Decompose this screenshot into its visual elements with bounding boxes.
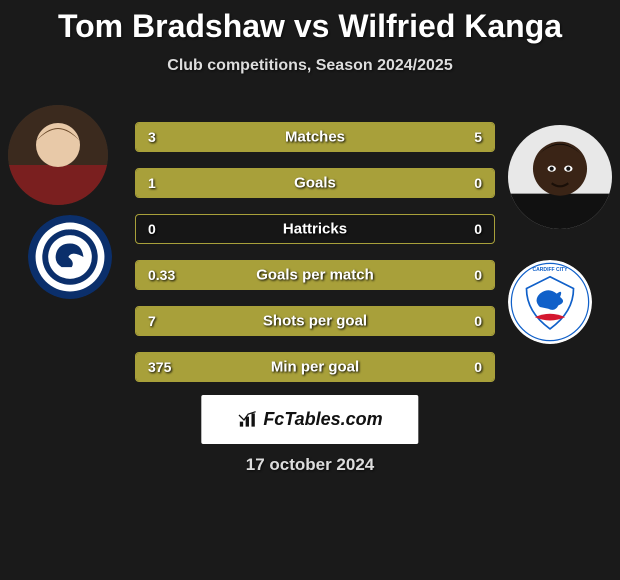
svg-text:MILLWALL: MILLWALL xyxy=(55,225,85,231)
svg-text:CARDIFF CITY: CARDIFF CITY xyxy=(533,267,569,273)
stat-value-left: 375 xyxy=(148,359,171,375)
stat-value-left: 3 xyxy=(148,129,156,145)
stat-value-left: 7 xyxy=(148,313,156,329)
stat-label: Hattricks xyxy=(136,221,494,238)
stat-value-right: 0 xyxy=(474,175,482,191)
club-badge-left: MILLWALL 1885 xyxy=(28,215,112,299)
player-left-photo xyxy=(8,105,108,205)
footer-brand: FcTables.com xyxy=(201,395,418,444)
stat-row: Min per goal375 0 xyxy=(135,352,495,382)
club-badge-right: CARDIFF CITY xyxy=(508,260,592,344)
svg-text:1885: 1885 xyxy=(63,286,77,292)
stat-label: Matches xyxy=(136,129,494,146)
page-title: Tom Bradshaw vs Wilfried Kanga xyxy=(0,0,620,45)
footer-brand-text: FcTables.com xyxy=(263,409,382,430)
stat-row: Shots per goal7 0 xyxy=(135,306,495,336)
stat-value-left: 1 xyxy=(148,175,156,191)
stat-label: Goals per match xyxy=(136,267,494,284)
stat-value-right: 0 xyxy=(474,313,482,329)
stat-row: Matches3 5 xyxy=(135,122,495,152)
date: 17 october 2024 xyxy=(0,455,620,475)
stat-label: Shots per goal xyxy=(136,313,494,330)
stat-value-left: 0.33 xyxy=(148,267,175,283)
player-right-photo xyxy=(508,125,612,229)
stat-label: Goals xyxy=(136,175,494,192)
stat-value-right: 5 xyxy=(474,129,482,145)
stat-bars: Matches35Goals10Hattricks00Goals per mat… xyxy=(135,122,495,398)
chart-icon xyxy=(237,410,257,430)
stat-row: Hattricks0 0 xyxy=(135,214,495,244)
stat-row: Goals1 0 xyxy=(135,168,495,198)
stat-value-left: 0 xyxy=(148,221,156,237)
stat-value-right: 0 xyxy=(474,267,482,283)
stat-value-right: 0 xyxy=(474,359,482,375)
stat-row: Goals per match0.33 0 xyxy=(135,260,495,290)
stat-value-right: 0 xyxy=(474,221,482,237)
subtitle: Club competitions, Season 2024/2025 xyxy=(0,57,620,75)
stat-label: Min per goal xyxy=(136,359,494,376)
